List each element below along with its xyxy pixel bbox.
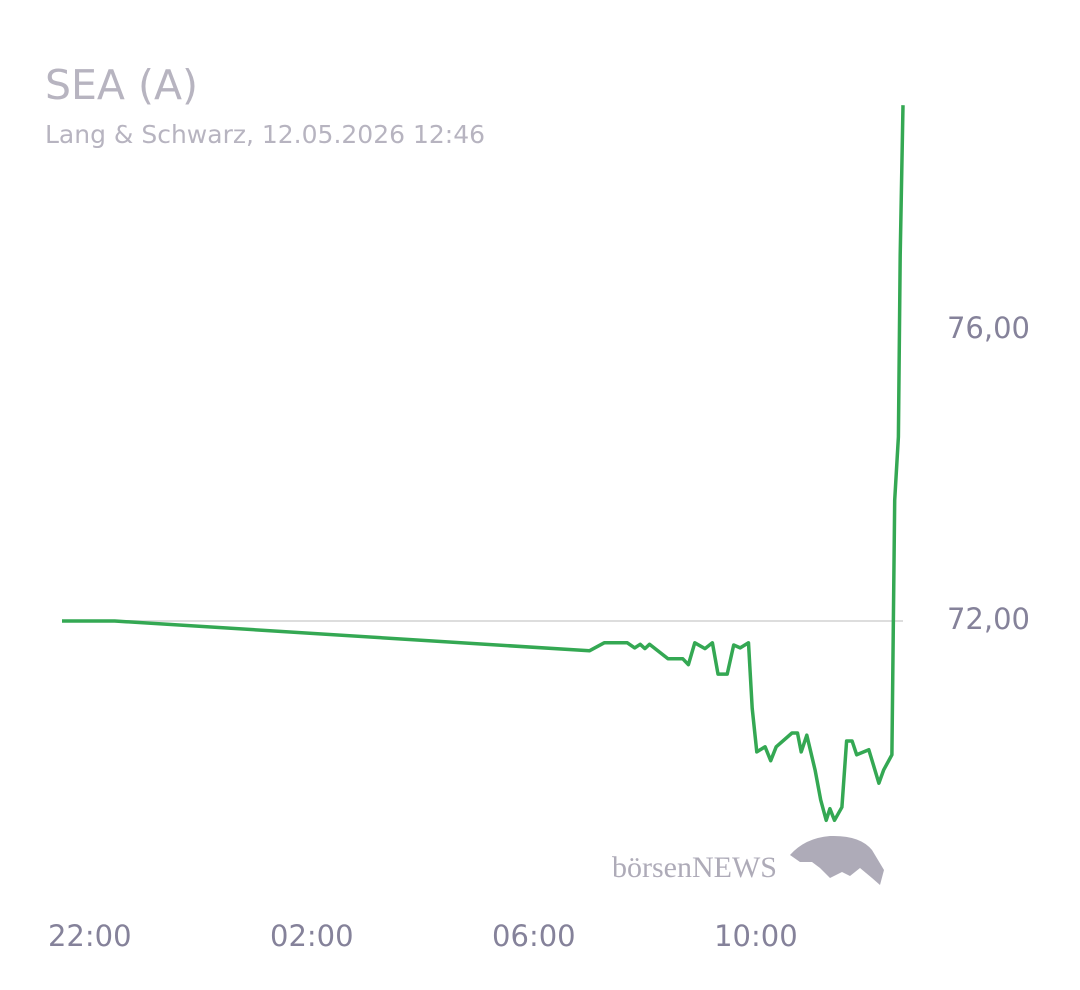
watermark-text: börsenNEWS (612, 851, 777, 884)
bull-icon (790, 835, 884, 885)
x-tick-label: 22:00 (48, 919, 132, 953)
x-tick-label: 02:00 (270, 919, 354, 953)
watermark-logo (790, 835, 884, 885)
x-tick-label: 10:00 (714, 919, 798, 953)
y-tick-label: 72,00 (947, 602, 1030, 636)
y-tick-label: 76,00 (947, 311, 1030, 345)
price-line (62, 105, 905, 823)
chart-subtitle: Lang & Schwarz, 12.05.2026 12:46 (45, 120, 485, 149)
x-tick-label: 06:00 (492, 919, 576, 953)
chart-title: SEA (A) (45, 61, 198, 109)
